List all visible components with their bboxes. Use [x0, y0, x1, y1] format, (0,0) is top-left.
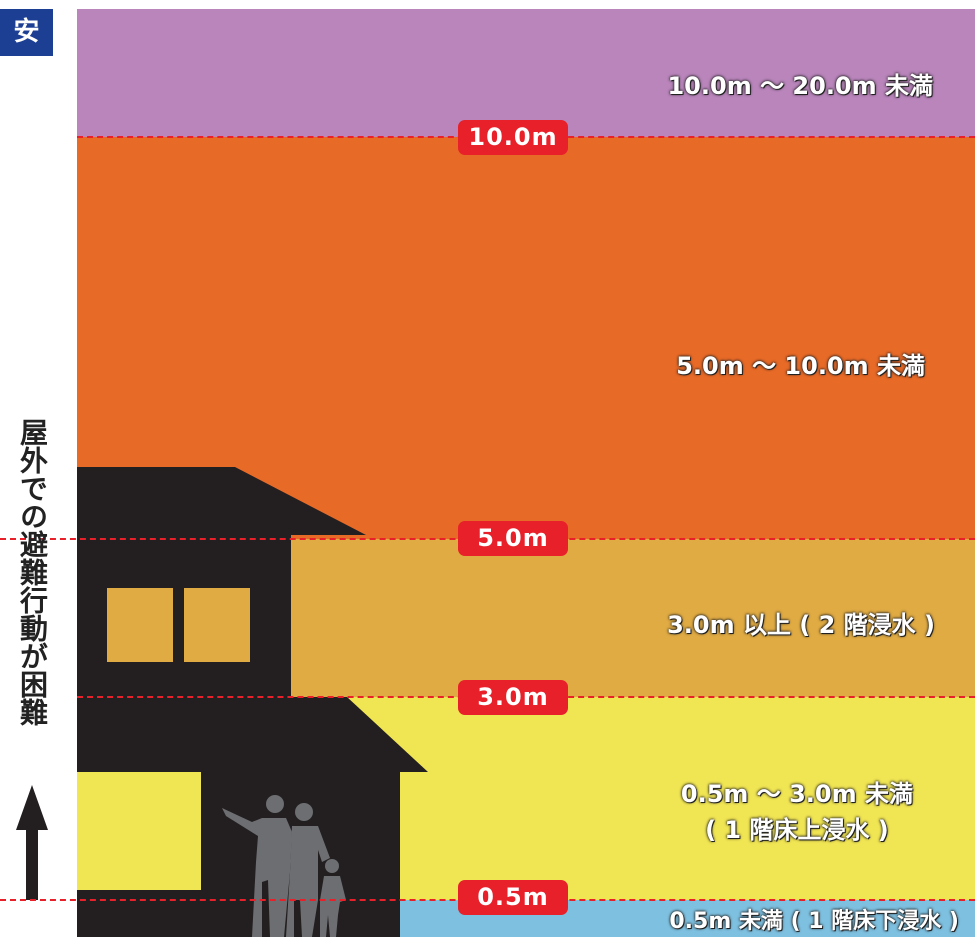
level-badge-05m: 0.5m	[458, 880, 568, 915]
level-badge-10m: 10.0m	[458, 120, 568, 155]
window-right	[184, 588, 250, 662]
band-label-3m-plus: 3.0m 以上 ( 2 階浸水 )	[667, 611, 935, 639]
level-badge-3m: 3.0m	[458, 680, 568, 715]
band-label-5-10m: 5.0m 〜 10.0m 未満	[676, 352, 925, 380]
side-caption: 屋外での避難行動が困難	[16, 418, 49, 726]
band-label-under-05m: 0.5m 未満 ( 1 階床下浸水 )	[669, 909, 959, 934]
band-label-05-3m-line2: ( 1 階床上浸水 )	[705, 816, 889, 844]
band-10-20m	[77, 9, 975, 137]
corner-badge: 安	[0, 9, 53, 56]
band-label-10-20m: 10.0m 〜 20.0m 未満	[667, 72, 933, 100]
ground-window	[77, 772, 201, 890]
band-label-05-3m: 0.5m 〜 3.0m 未満 ( 1 階床上浸水 )	[681, 776, 913, 848]
people-icon	[222, 795, 346, 937]
band-label-05-3m-line1: 0.5m 〜 3.0m 未満	[680, 780, 913, 808]
level-badge-5m: 5.0m	[458, 521, 568, 556]
up-arrow-icon	[16, 785, 48, 900]
window-left	[107, 588, 173, 662]
